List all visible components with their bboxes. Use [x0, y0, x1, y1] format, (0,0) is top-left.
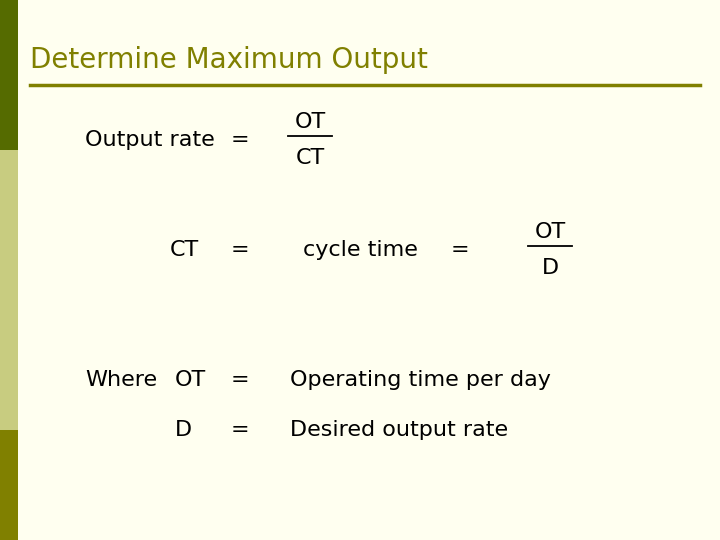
Text: Output rate: Output rate	[85, 130, 215, 150]
Text: D: D	[541, 258, 559, 278]
Text: =: =	[451, 240, 469, 260]
Text: =: =	[230, 240, 249, 260]
Text: CT: CT	[295, 148, 325, 168]
Text: Desired output rate: Desired output rate	[290, 420, 508, 440]
Bar	[0, 0, 18, 150]
Text: Where: Where	[85, 370, 157, 390]
Text: OT: OT	[534, 222, 566, 242]
Text: cycle time: cycle time	[302, 240, 418, 260]
Text: OT: OT	[294, 112, 325, 132]
Bar	[0, 430, 18, 540]
Text: Determine Maximum Output: Determine Maximum Output	[30, 46, 428, 74]
Text: =: =	[230, 420, 249, 440]
Text: D: D	[175, 420, 192, 440]
Text: OT: OT	[175, 370, 206, 390]
Bar	[0, 150, 18, 430]
Text: Operating time per day: Operating time per day	[290, 370, 551, 390]
Text: =: =	[230, 130, 249, 150]
Text: CT: CT	[170, 240, 199, 260]
Text: =: =	[230, 370, 249, 390]
